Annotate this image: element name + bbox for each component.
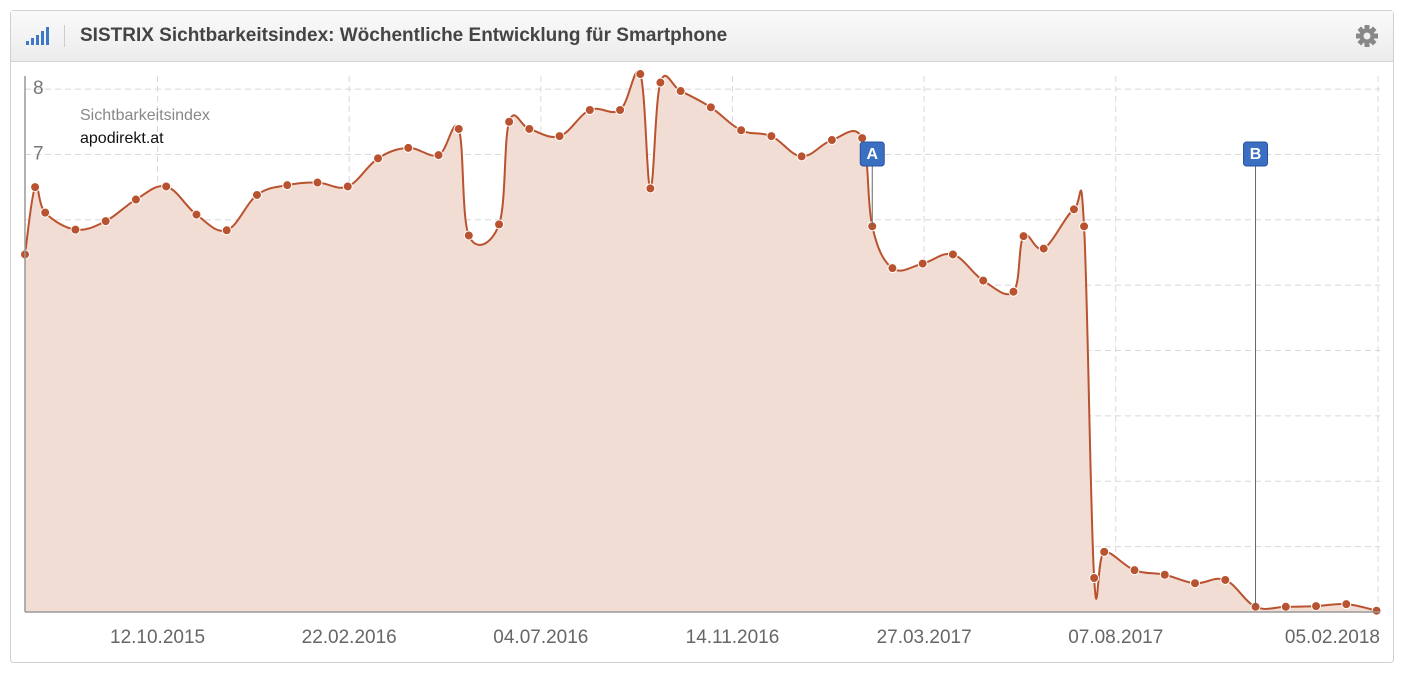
settings-icon[interactable] — [1356, 25, 1378, 47]
x-tick-label: 22.02.2016 — [302, 627, 397, 648]
data-point — [40, 207, 51, 218]
data-point — [615, 104, 626, 115]
data-point — [736, 125, 747, 136]
panel-header — [11, 11, 1393, 61]
data-point — [312, 177, 323, 188]
x-tick-label: 05.02.2018 — [1285, 627, 1380, 648]
annotation-flag — [859, 141, 885, 167]
data-point — [826, 135, 837, 146]
data-point — [161, 181, 172, 192]
data-point — [635, 69, 646, 80]
x-tick-label: 12.10.2015 — [110, 627, 205, 648]
data-point — [1079, 221, 1090, 232]
data-point — [70, 224, 81, 235]
data-point — [705, 102, 716, 113]
data-point — [1129, 565, 1140, 576]
legend-title: Sichtbarkeitsindex — [80, 107, 210, 124]
x-tick-label: 14.11.2016 — [686, 627, 780, 648]
data-point — [1018, 231, 1029, 242]
data-point — [433, 150, 444, 161]
data-point — [191, 209, 202, 220]
area — [25, 71, 1377, 612]
annotation-label: B — [1250, 146, 1262, 163]
data-point — [1159, 569, 1170, 580]
data-point — [453, 123, 464, 134]
data-point — [1220, 574, 1231, 585]
data-point — [251, 189, 262, 200]
data-point — [1280, 601, 1291, 612]
data-point — [645, 183, 656, 194]
data-point — [1038, 243, 1049, 254]
data-point — [917, 258, 928, 269]
data-point — [221, 225, 232, 236]
x-tick-label: 27.03.2017 — [877, 627, 972, 648]
data-point — [887, 263, 898, 274]
data-point — [1190, 578, 1201, 589]
data-point — [1099, 546, 1110, 557]
data-point — [282, 180, 293, 191]
data-point — [1068, 204, 1079, 215]
data-point — [100, 216, 111, 227]
data-point — [524, 123, 535, 134]
y-tick-label: 7 — [33, 143, 44, 164]
data-point — [403, 142, 414, 153]
data-point — [554, 131, 565, 142]
annotation-label: A — [866, 146, 878, 163]
data-point — [373, 153, 384, 164]
data-point — [675, 86, 686, 97]
data-point — [766, 131, 777, 142]
data-point — [1089, 573, 1100, 584]
data-point — [1341, 599, 1352, 610]
y-tick-label: 8 — [33, 78, 44, 99]
data-point — [342, 181, 353, 192]
x-tick-label: 07.08.2017 — [1068, 627, 1163, 648]
x-tick-label: 04.07.2016 — [493, 627, 588, 648]
annotation-flag — [1243, 141, 1269, 167]
data-point — [857, 133, 868, 144]
line — [24, 70, 1377, 612]
data-point — [494, 219, 505, 230]
legend-entry[interactable]: apodirekt.at — [80, 130, 164, 147]
data-point — [1371, 605, 1382, 616]
chart-icon — [26, 27, 49, 45]
data-point — [947, 249, 958, 260]
data-point — [584, 104, 595, 115]
data-point — [463, 230, 474, 241]
data-point — [655, 77, 666, 88]
data-point — [30, 182, 41, 193]
data-point — [504, 116, 515, 127]
data-point — [1311, 601, 1322, 612]
chart-title: SISTRIX Sichtbarkeitsindex: Wöchentliche… — [80, 25, 727, 46]
data-point — [796, 151, 807, 162]
data-point — [978, 275, 989, 286]
data-point — [130, 194, 141, 205]
data-point — [1008, 286, 1019, 297]
